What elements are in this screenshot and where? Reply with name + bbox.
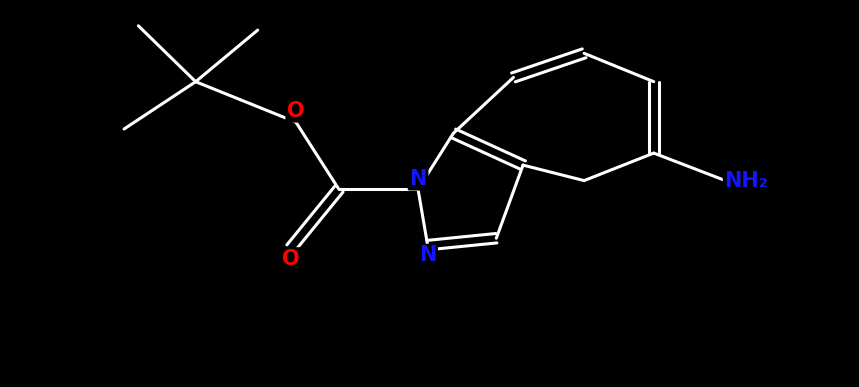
Text: O: O: [287, 101, 305, 121]
Text: O: O: [283, 249, 300, 269]
Text: NH₂: NH₂: [724, 171, 768, 191]
Text: N: N: [410, 169, 427, 189]
Text: N: N: [419, 245, 436, 265]
